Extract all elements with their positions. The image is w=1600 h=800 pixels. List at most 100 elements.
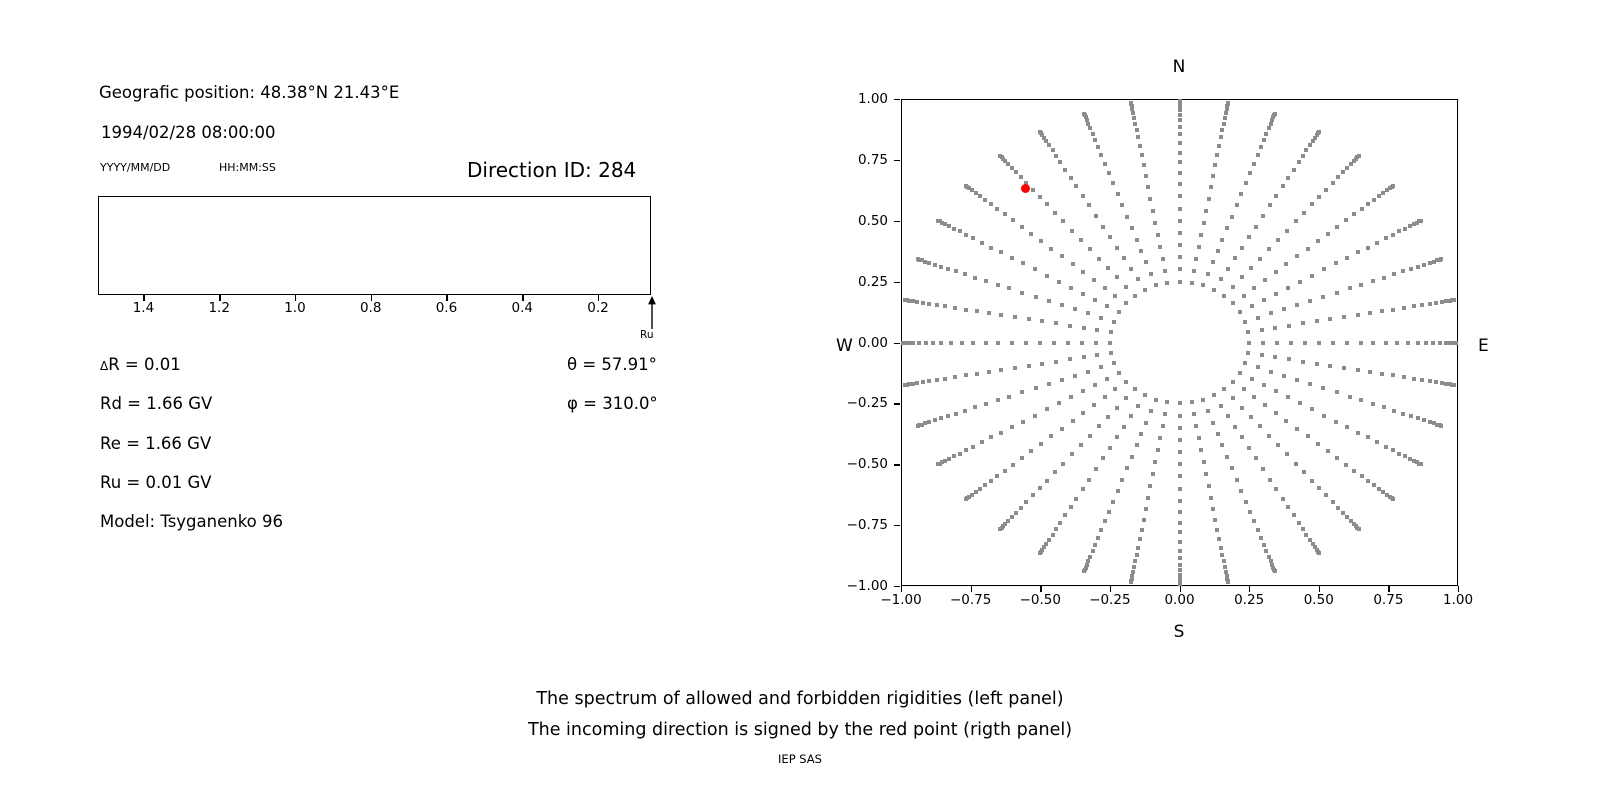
scatter-dot [1267,247,1271,252]
y-tick [894,525,900,527]
scatter-dot [1093,137,1098,142]
scatter-dot [1162,268,1167,273]
scatter-dot [1068,504,1073,509]
scatter-dot [1312,545,1317,550]
scatter-dot [1063,167,1068,172]
scatter-dot [946,224,951,229]
scatter-dot [1124,301,1129,306]
scatter-dot [1019,505,1024,510]
scatter-dot [1137,537,1142,542]
scatter-dot [1310,273,1315,278]
scatter-dot [1240,275,1245,280]
scatter-dot [1158,436,1163,441]
x-tick [1458,586,1460,592]
y-axis-tick-labels: 1.00 0.75 0.50 0.25 0.00 −0.25 −0.50 −0.75 −1.00 [760,91,888,594]
scatter-dot [1365,435,1370,440]
scatter-dot [1252,285,1257,290]
spectrum-plot-area [98,196,651,295]
scatter-dot [1072,307,1077,312]
scatter-dot [1221,559,1226,564]
scatter-dot [1095,327,1100,332]
scatter-dot [1026,317,1031,322]
scatter-dot [1261,137,1266,142]
scatter-dot [1423,340,1428,345]
scatter-dot [1132,116,1137,121]
scatter-dot [1321,294,1326,299]
scatter-dot [1358,340,1363,345]
scatter-dot [1201,460,1206,465]
scatter-dot [1038,129,1043,134]
param-re: Re = 1.66 GV [100,434,212,453]
scatter-dot [1162,412,1167,417]
scatter-dot [1243,181,1248,186]
scatter-dot [1242,361,1247,366]
scatter-dot [1165,400,1170,405]
scatter-dot [1114,245,1119,250]
scatter-dot [1079,237,1084,242]
scatter-dot [1240,405,1245,410]
scatter-dot [1308,382,1313,387]
scatter-dot [1259,353,1264,358]
x-tick-label: 0.25 [1234,592,1265,608]
scatter-dot [1448,340,1453,345]
scatter-dot [1044,138,1049,143]
scatter-dot [1177,140,1182,145]
scatter-dot [1322,413,1327,418]
scatter-dot [932,262,937,267]
scatter-dot [923,340,928,345]
scatter-dot [995,282,1000,287]
scatter-dot [1300,153,1305,158]
scatter-dot [957,229,962,234]
scatter-dot [1136,135,1141,140]
scatter-dot [1371,402,1376,407]
scatter-dot [1033,294,1038,299]
scatter-dot [1096,256,1101,261]
scatter-dot [1074,496,1079,501]
scatter-dot [1261,297,1266,302]
scatter-dot [1447,382,1452,387]
scatter-dot [1409,266,1414,271]
scatter-dot [1090,549,1095,554]
scatter-dot [1128,266,1133,271]
scatter-dot [995,206,1000,211]
scatter-dot [971,444,976,449]
scatter-dot [1380,371,1385,376]
scatter-dot [1268,559,1273,564]
scatter-dot [1020,419,1025,424]
scatter-dot [1325,449,1330,454]
scatter-dot [1304,148,1309,153]
scatter-dot [1427,379,1432,384]
scatter-dot [907,382,912,387]
scatter-dot [1288,340,1293,345]
x-tick-label: −1.00 [880,592,922,608]
scatter-dot [1024,181,1029,185]
incoming-direction-point [1021,183,1031,193]
scatter-dot [1269,311,1274,316]
scatter-dot [1088,554,1093,559]
scatter-dot [936,218,941,223]
y-tick-label: −1.00 [846,578,888,594]
scatter-dot [1012,365,1017,370]
scatter-dot [1251,162,1256,167]
scatter-dot [1085,369,1090,374]
scatter-dot [957,451,962,456]
direction-scatter-panel: 1.00 0.75 0.50 0.25 0.00 −0.25 −0.50 −0.75 −1.00… [760,0,1600,660]
scatter-dot [911,340,916,345]
scatter-dot [943,458,948,463]
scatter-dot [995,474,1000,479]
scatter-dot [1222,564,1227,569]
scatter-dot [1054,359,1059,364]
scatter-dot [901,340,903,345]
scatter-dot [1416,264,1421,269]
scatter-dot [1177,562,1182,567]
x-tick [1249,586,1251,592]
scatter-dot [1096,424,1101,429]
scatter-dot [1294,426,1299,431]
scatter-dot [1099,152,1104,157]
x-tick [1318,586,1321,592]
scatter-dot [1316,442,1321,447]
scatter-dot [1177,160,1182,165]
scatter-dot [1137,143,1142,148]
scatter-dot [1243,499,1248,504]
scatter-dot [1240,435,1245,440]
